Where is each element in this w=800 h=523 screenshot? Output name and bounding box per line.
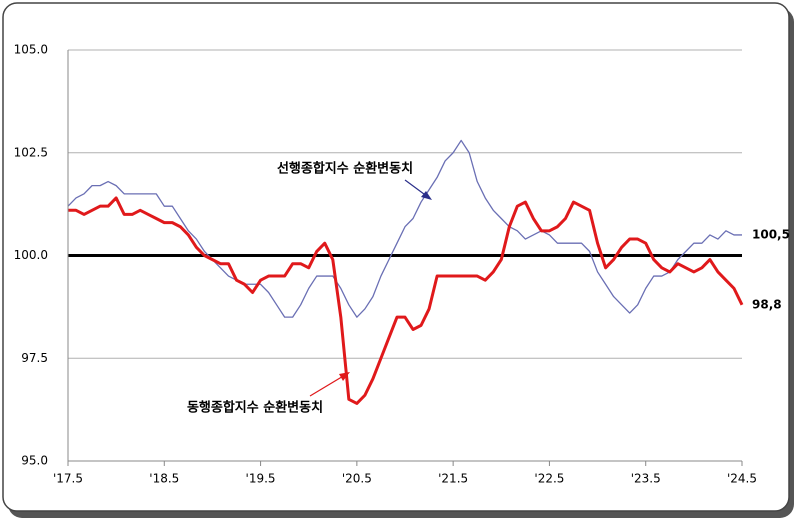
series-line bbox=[67, 139, 742, 318]
x-tick-label: '24.5 bbox=[727, 472, 757, 486]
annotation-arrow bbox=[309, 374, 346, 397]
arrowhead bbox=[421, 191, 432, 200]
arrowhead bbox=[339, 372, 350, 381]
x-tick-label: '21.5 bbox=[438, 472, 468, 486]
x-tick-label: '17.5 bbox=[53, 472, 83, 486]
y-tick-label: 105.0 bbox=[14, 43, 48, 57]
y-tick-label: 102.5 bbox=[14, 145, 48, 159]
lines bbox=[67, 139, 744, 405]
x-tick-label: '18.5 bbox=[149, 472, 179, 486]
data-label: 100,5 bbox=[752, 227, 790, 241]
y-tick-label: 95.0 bbox=[21, 454, 48, 468]
y-tick-label: 97.5 bbox=[21, 351, 48, 365]
x-tick-label: '22.5 bbox=[534, 472, 564, 486]
x-tick-label: '23.5 bbox=[631, 472, 661, 486]
series-line bbox=[68, 196, 744, 405]
annotation: 동행종합지수 순환변동치 bbox=[187, 400, 323, 416]
y-tick-label: 100.0 bbox=[14, 248, 48, 262]
x-tick-label: '20.5 bbox=[342, 472, 372, 486]
data-label: 98,8 bbox=[752, 297, 782, 311]
x-tick-label: '19.5 bbox=[246, 472, 276, 486]
annotation: 선행종합지수 순환변동치 bbox=[277, 161, 413, 177]
